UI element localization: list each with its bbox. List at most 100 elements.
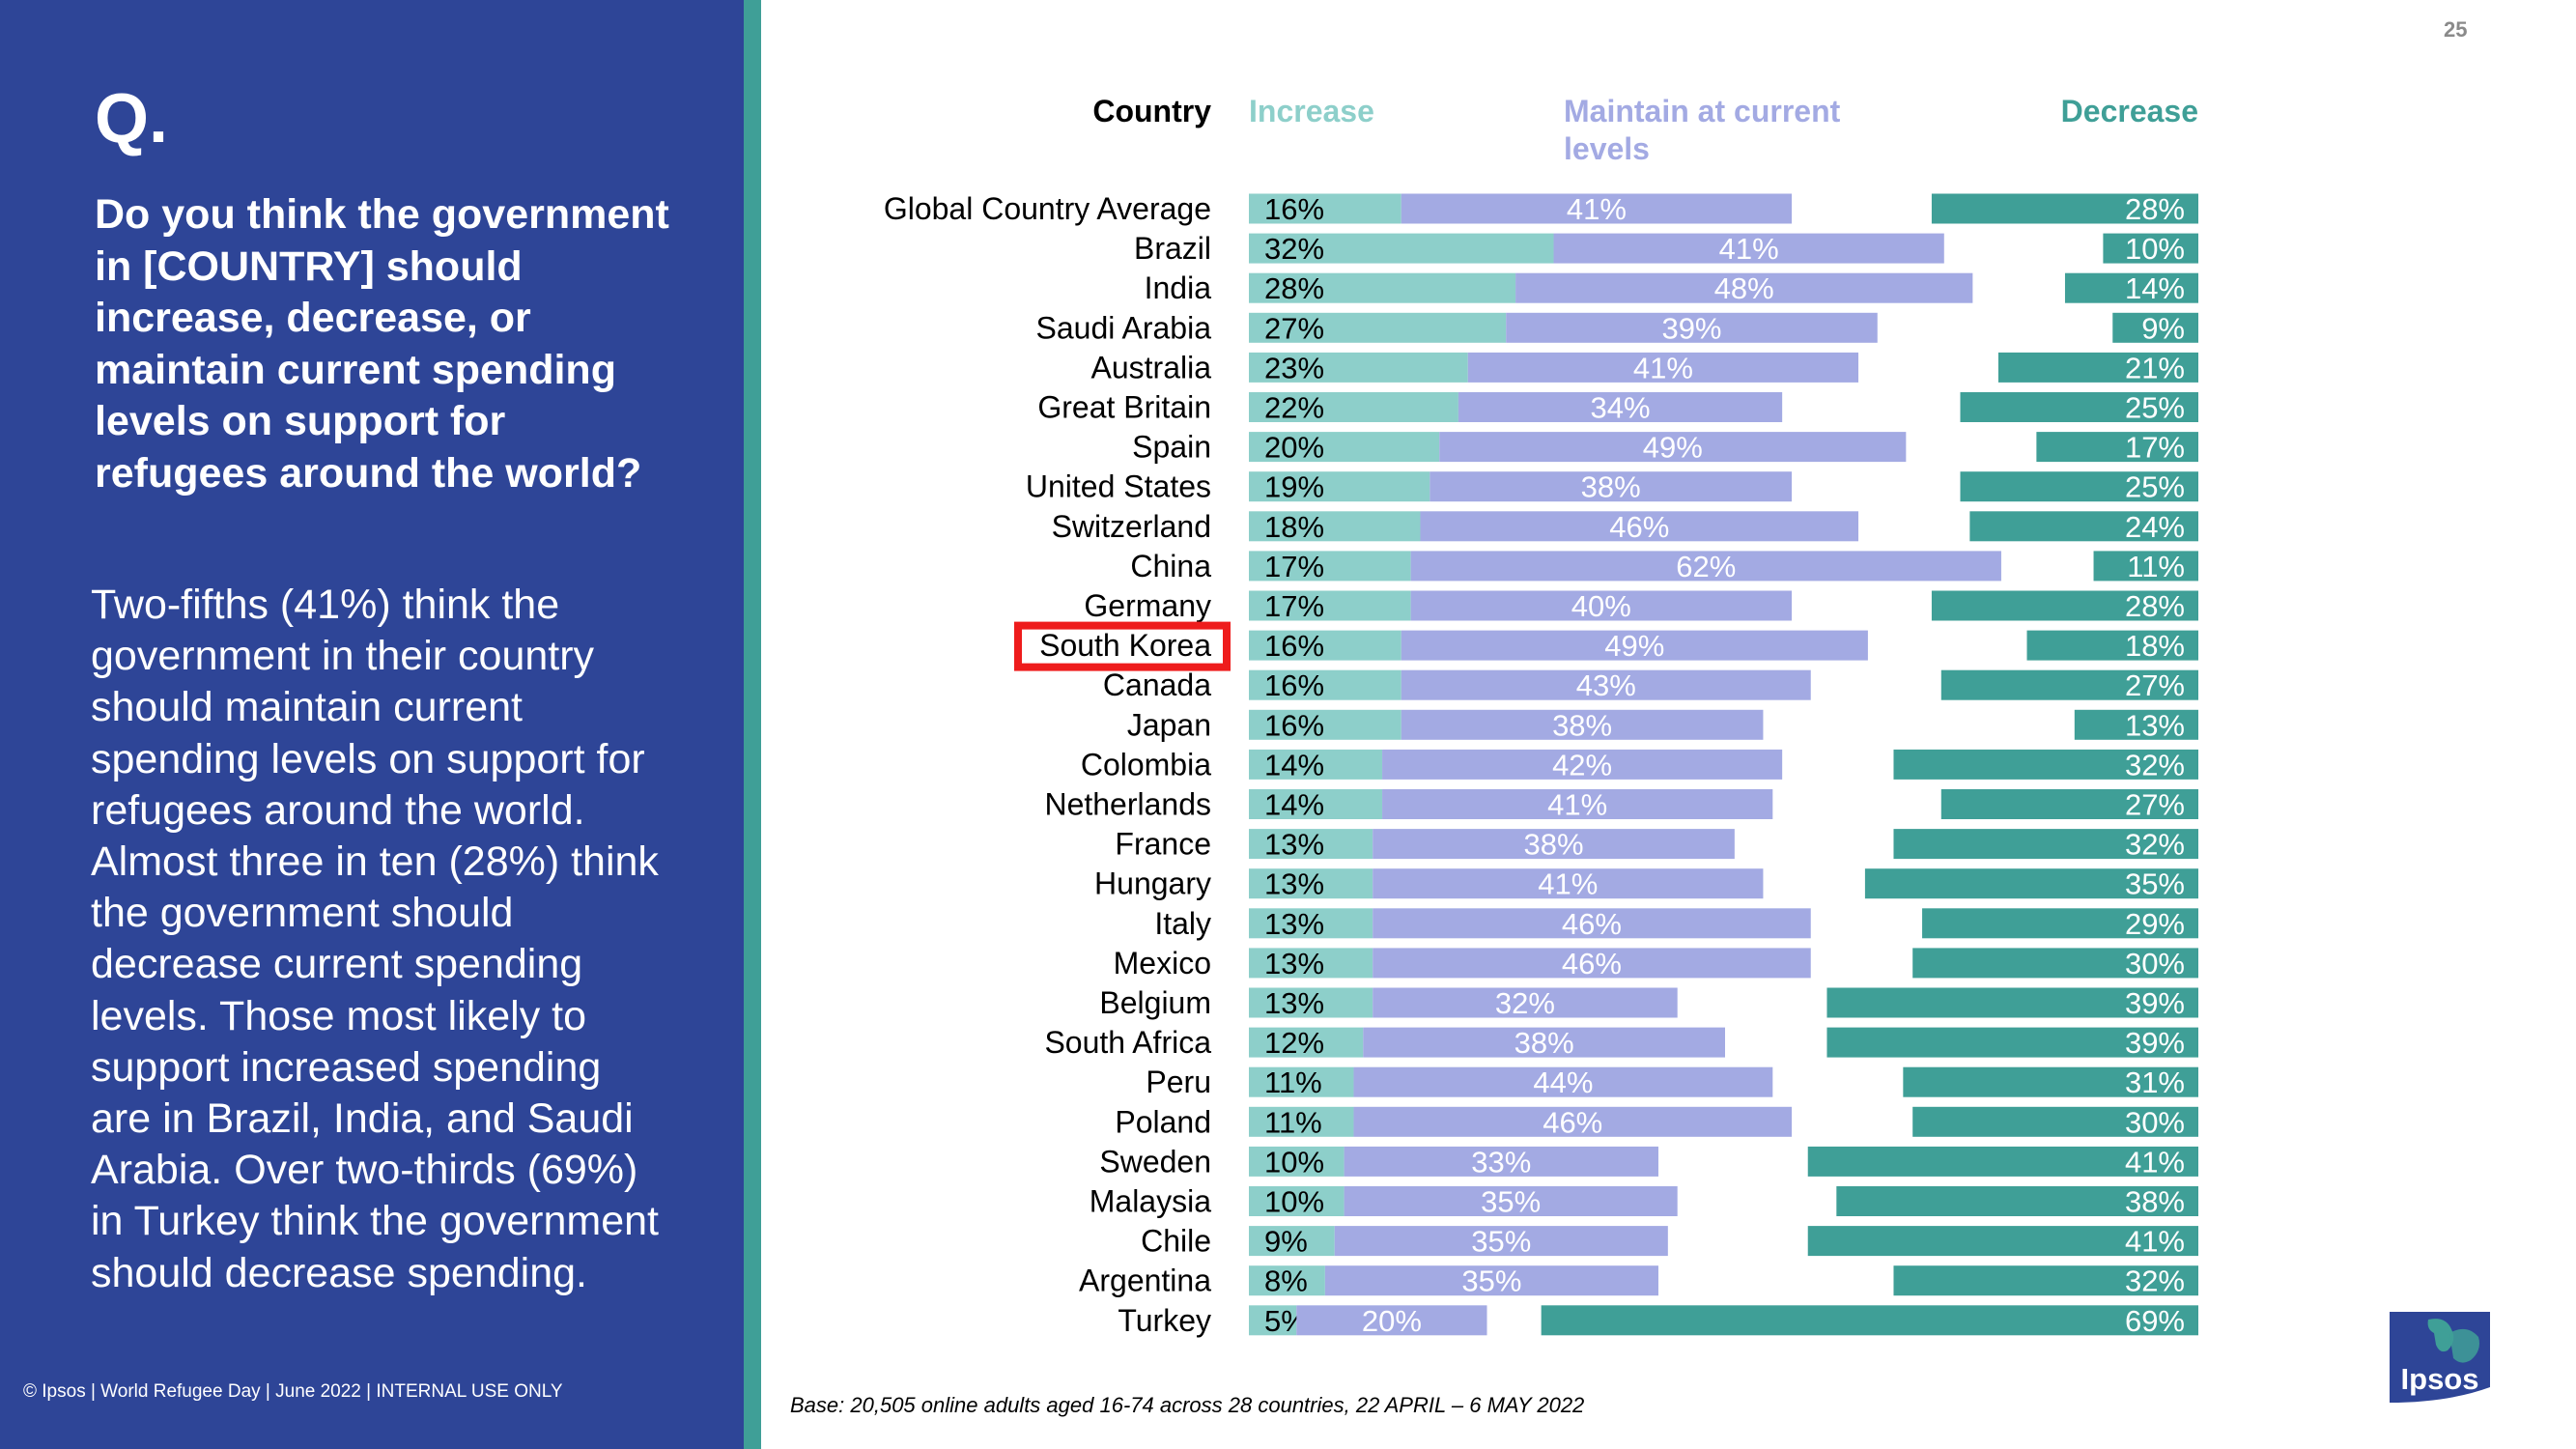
maintain-bar	[1401, 193, 1793, 224]
base-note: Base: 20,505 online adults aged 16-74 ac…	[790, 1393, 1585, 1417]
decrease-value: 13%	[2125, 708, 2185, 742]
maintain-value: 48%	[1714, 271, 1774, 305]
increase-value: 16%	[1264, 708, 1324, 742]
increase-value: 10%	[1264, 1185, 1324, 1219]
country-label: Netherlands	[1044, 787, 1211, 822]
decrease-bar	[2074, 709, 2198, 740]
increase-bar	[1249, 1226, 1335, 1257]
decrease-value: 25%	[2125, 470, 2185, 504]
increase-value: 8%	[1264, 1264, 1308, 1298]
increase-bar	[1249, 1066, 1354, 1097]
decrease-value: 21%	[2125, 351, 2185, 384]
country-label: Poland	[1115, 1104, 1211, 1139]
maintain-bar	[1296, 1305, 1487, 1336]
decrease-bar	[2064, 272, 2198, 303]
maintain-value: 39%	[1661, 311, 1721, 345]
increase-value: 17%	[1264, 589, 1324, 623]
increase-bar	[1249, 551, 1411, 582]
maintain-value: 49%	[1604, 629, 1664, 663]
increase-bar	[1249, 233, 1554, 264]
decrease-bar	[1931, 193, 2198, 224]
increase-value: 9%	[1264, 1225, 1308, 1259]
increase-value: 16%	[1264, 192, 1324, 226]
maintain-bar	[1373, 987, 1678, 1018]
decrease-bar	[2103, 233, 2198, 264]
increase-bar	[1249, 1146, 1345, 1177]
maintain-bar	[1344, 1186, 1678, 1216]
country-label: Global Country Average	[884, 191, 1211, 226]
question-text: Do you think the government in [COUNTRY]…	[95, 191, 669, 497]
decrease-value: 30%	[2125, 947, 2185, 980]
maintain-value: 46%	[1562, 947, 1622, 980]
country-label: South Korea	[1039, 628, 1211, 663]
logo-text: Ipsos	[2400, 1362, 2479, 1396]
country-label: South Africa	[1044, 1025, 1211, 1060]
page-number: 25	[2444, 17, 2468, 42]
country-label: China	[1130, 549, 1211, 583]
decrease-value: 27%	[2125, 668, 2185, 702]
increase-bar	[1249, 669, 1401, 700]
decrease-bar	[1931, 590, 2198, 621]
decrease-value: 32%	[2125, 828, 2185, 862]
maintain-value: 32%	[1495, 986, 1555, 1020]
increase-bar	[1249, 948, 1373, 979]
increase-bar	[1249, 1027, 1364, 1058]
maintain-bar	[1353, 1106, 1793, 1137]
decrease-bar	[1997, 352, 2198, 383]
maintain-bar	[1382, 789, 1773, 819]
maintain-bar	[1410, 590, 1793, 621]
maintain-value: 35%	[1461, 1264, 1521, 1298]
increase-bar	[1249, 709, 1401, 740]
question-summary: Two-fifths (41%) think the government in…	[91, 582, 659, 1296]
decrease-value: 28%	[2125, 192, 2185, 226]
decrease-value: 69%	[2125, 1304, 2185, 1338]
increase-value: 16%	[1264, 668, 1324, 702]
decrease-value: 31%	[2125, 1065, 2185, 1099]
ipsos-logo: Ipsos	[2390, 1312, 2490, 1403]
increase-bar	[1249, 312, 1507, 343]
decrease-value: 11%	[2127, 550, 2185, 583]
decrease-value: 14%	[2125, 271, 2185, 305]
increase-value: 19%	[1264, 470, 1324, 504]
maintain-value: 41%	[1567, 192, 1627, 226]
increase-value: 13%	[1264, 867, 1324, 901]
maintain-value: 35%	[1481, 1185, 1541, 1219]
increase-value: 13%	[1264, 828, 1324, 862]
increase-value: 16%	[1264, 629, 1324, 663]
decrease-value: 24%	[2125, 510, 2185, 544]
maintain-bar	[1420, 511, 1859, 542]
decrease-value: 17%	[2125, 431, 2185, 465]
maintain-value: 41%	[1633, 351, 1693, 384]
maintain-value: 46%	[1543, 1105, 1602, 1139]
increase-bar	[1249, 471, 1430, 502]
decrease-bar	[1807, 1226, 2198, 1257]
decrease-bar	[2026, 630, 2198, 661]
country-label: Hungary	[1094, 867, 1211, 901]
country-label: Saudi Arabia	[1036, 310, 1212, 345]
decrease-bar	[1960, 471, 2198, 502]
maintain-value: 46%	[1609, 510, 1669, 544]
maintain-value: 33%	[1471, 1145, 1531, 1179]
maintain-value: 41%	[1719, 232, 1779, 266]
maintain-bar	[1506, 312, 1878, 343]
country-label: Great Britain	[1037, 390, 1211, 425]
decrease-value: 32%	[2125, 1264, 2185, 1298]
increase-bar	[1249, 1106, 1354, 1137]
decrease-bar	[1940, 789, 2198, 819]
header-maintain: Maintain at current levels	[1564, 94, 1841, 166]
increase-value: 17%	[1264, 550, 1324, 583]
maintain-value: 62%	[1676, 550, 1736, 583]
decrease-value: 41%	[2125, 1145, 2185, 1179]
maintain-bar	[1334, 1226, 1668, 1257]
maintain-value: 38%	[1552, 708, 1612, 742]
maintain-bar	[1553, 233, 1944, 264]
increase-bar	[1249, 987, 1373, 1018]
maintain-bar	[1515, 272, 1973, 303]
country-label: Chile	[1141, 1224, 1211, 1259]
maintain-bar	[1363, 1027, 1725, 1058]
increase-bar	[1249, 789, 1383, 819]
country-label: Turkey	[1118, 1303, 1211, 1338]
decrease-bar	[1826, 1027, 2198, 1058]
decrease-value: 9%	[2141, 311, 2185, 345]
decrease-bar	[1826, 987, 2198, 1018]
